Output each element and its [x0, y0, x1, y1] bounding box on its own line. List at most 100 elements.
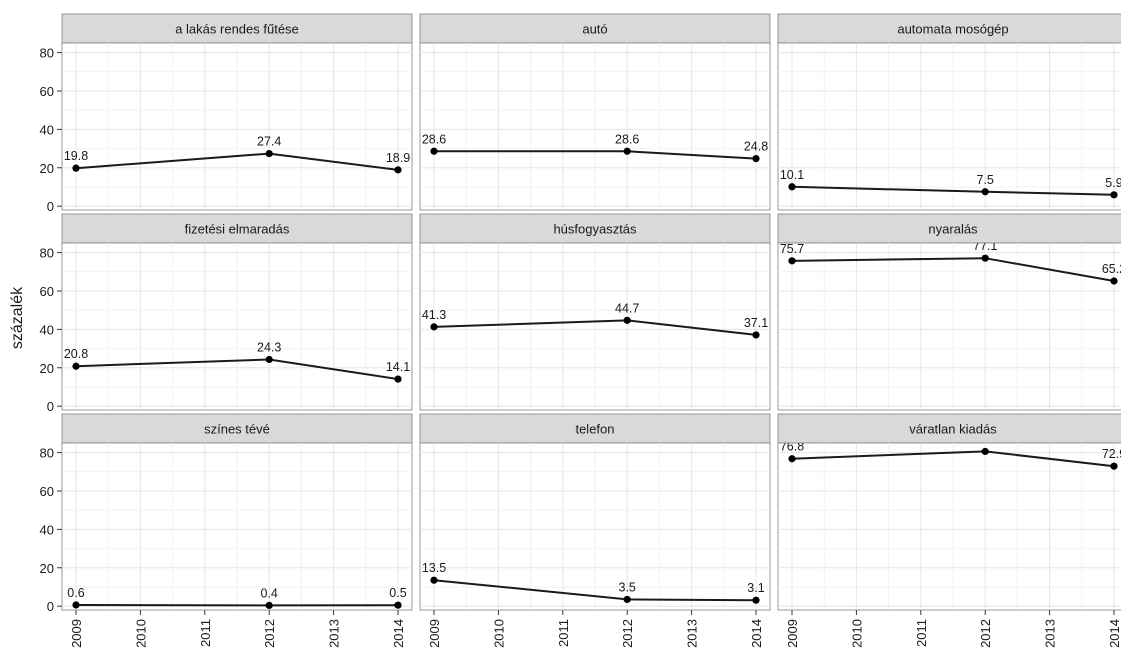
data-point — [623, 595, 631, 604]
data-point — [430, 323, 438, 331]
data-point — [1110, 277, 1118, 285]
data-label: 18.9 — [386, 151, 410, 165]
x-tick-label: 2013 — [1043, 619, 1058, 648]
data-label: 41.3 — [422, 308, 446, 322]
data-label: 10.1 — [780, 168, 804, 182]
x-tick-label: 2013 — [327, 619, 342, 648]
data-label: 3.5 — [619, 580, 636, 594]
x-tick-label: 2009 — [427, 619, 442, 648]
panel-background — [777, 242, 1121, 411]
y-tick-label: 0 — [47, 199, 54, 214]
panel-background — [777, 42, 1121, 211]
series-group: 41.3 44.7 37.1 — [422, 301, 768, 339]
data-label: 75.7 — [780, 242, 804, 256]
y-tick-label: 0 — [47, 399, 54, 414]
facet-title: automata mosógép — [897, 22, 1008, 37]
data-label: 13.5 — [422, 561, 446, 575]
data-label: 20.8 — [64, 347, 88, 361]
x-tick-label: 2014 — [391, 619, 406, 648]
y-tick-label: 20 — [40, 561, 54, 576]
facet-panel: a lakás rendes fűtése 0 20 40 60 80 19.8 27.4 18… — [40, 13, 413, 214]
x-tick-label: 2013 — [685, 619, 700, 648]
x-tick-label: 2011 — [556, 619, 571, 647]
data-label: 3.1 — [747, 581, 764, 595]
facet-title: a lakás rendes fűtése — [175, 22, 299, 37]
x-tick-label: 2011 — [198, 619, 213, 647]
series-group: 10.1 7.5 5.9 — [780, 168, 1121, 199]
x-tick-label: 2010 — [491, 619, 506, 648]
data-point — [623, 316, 631, 324]
series-group: 76.8 72.9 — [780, 440, 1121, 470]
data-point — [752, 331, 760, 339]
facet-panel: nyaralás 75.7 77.1 65.2 — [777, 213, 1121, 411]
data-point — [394, 375, 402, 383]
facet-strip — [777, 13, 1121, 44]
x-tick-label: 2012 — [620, 619, 635, 648]
y-tick-label: 40 — [40, 122, 54, 137]
data-point — [788, 455, 796, 463]
data-point — [72, 601, 80, 609]
y-tick-label: 0 — [47, 599, 54, 614]
x-tick-label: 2009 — [69, 619, 84, 648]
data-label: 27.4 — [257, 135, 281, 149]
data-label: 0.6 — [67, 586, 84, 600]
data-label: 77.1 — [973, 239, 997, 253]
data-point — [430, 147, 438, 155]
y-axis-title: százalék — [9, 286, 26, 349]
facet-title: nyaralás — [928, 222, 978, 237]
data-point — [430, 576, 438, 584]
data-label: 7.5 — [977, 173, 994, 187]
series-group: 75.7 77.1 65.2 — [780, 239, 1121, 285]
data-point — [394, 166, 402, 174]
data-label: 0.4 — [261, 586, 278, 600]
facet-panel: autó 28.6 28.6 24.8 — [419, 13, 771, 211]
x-tick-label: 2009 — [785, 619, 800, 648]
data-point — [788, 183, 796, 191]
y-tick-label: 60 — [40, 84, 54, 99]
y-tick-label: 40 — [40, 322, 54, 337]
y-tick-label: 40 — [40, 522, 54, 537]
facet-grid: a lakás rendes fűtése 0 20 40 60 80 19.8 27.4 18… — [40, 13, 1121, 648]
x-tick-label: 2014 — [1107, 619, 1121, 648]
facet-panel: fizetési elmaradás 0 20 40 60 80 20.8 24.3 14.1 — [40, 213, 413, 414]
data-point — [265, 601, 273, 609]
x-tick-label: 2011 — [914, 619, 929, 647]
facet-panel: húsfogyasztás 41.3 44.7 37.1 — [419, 213, 771, 411]
data-point — [1110, 191, 1118, 199]
data-point — [981, 188, 989, 196]
y-tick-label: 20 — [40, 161, 54, 176]
x-tick-label: 2012 — [262, 619, 277, 648]
data-label: 0.5 — [389, 586, 406, 600]
data-label: 72.9 — [1102, 447, 1121, 461]
series-group: 28.6 28.6 24.8 — [422, 132, 768, 163]
data-label: 28.6 — [615, 132, 639, 146]
data-label: 37.1 — [744, 316, 768, 330]
data-label: 5.9 — [1105, 176, 1121, 190]
facet-title: húsfogyasztás — [553, 222, 637, 237]
data-point — [72, 362, 80, 370]
data-label: 76.8 — [780, 440, 804, 454]
facet-panel: színes tévé 0 20 40 60 80 2009 2010 2011 2012 2013… — [40, 413, 413, 648]
data-point — [788, 257, 796, 265]
facet-panel: telefon 2009 2010 2011 2012 2013 2014 13.5 3.5 3.… — [419, 413, 771, 648]
facet-panel: váratlan kiadás 2009 2010 2011 2012 2013 2014 7… — [777, 413, 1121, 648]
y-tick-label: 80 — [40, 246, 54, 261]
y-tick-label: 20 — [40, 361, 54, 376]
facet-title: váratlan kiadás — [909, 422, 997, 437]
x-tick-label: 2010 — [133, 619, 148, 648]
y-tick-label: 80 — [40, 446, 54, 461]
series-group: 0.6 0.4 0.5 — [67, 586, 407, 609]
data-label: 28.6 — [422, 132, 446, 146]
data-label: 24.3 — [257, 341, 281, 355]
data-point — [394, 601, 402, 609]
facet-strip — [419, 13, 771, 44]
data-label: 19.8 — [64, 149, 88, 163]
series-group: 19.8 27.4 18.9 — [64, 135, 410, 174]
data-point — [72, 164, 80, 172]
data-point — [1110, 462, 1118, 470]
data-label: 65.2 — [1102, 262, 1121, 276]
panel-background — [777, 442, 1121, 611]
data-point — [981, 254, 989, 262]
series-group: 20.8 24.3 14.1 — [64, 341, 410, 383]
